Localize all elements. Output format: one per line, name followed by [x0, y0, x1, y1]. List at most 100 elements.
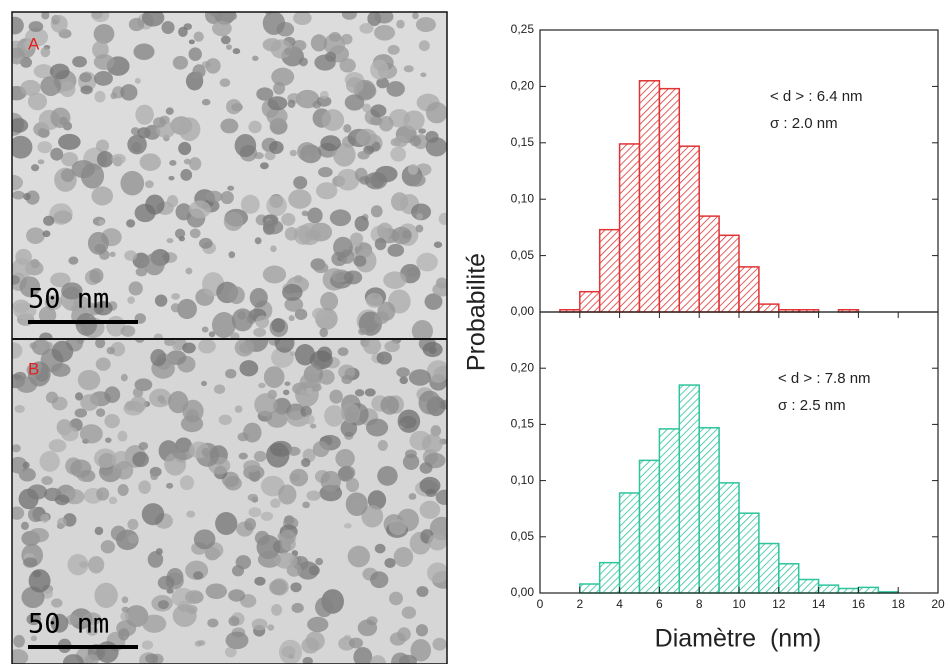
bar — [658, 428, 681, 594]
particle — [93, 300, 113, 316]
image-label: B — [28, 359, 39, 378]
particle — [354, 215, 369, 232]
particle — [197, 640, 206, 646]
particle — [154, 294, 168, 307]
bar — [638, 80, 661, 313]
particle — [129, 395, 147, 412]
particle — [282, 284, 303, 301]
particle — [93, 448, 117, 469]
particle — [95, 357, 111, 371]
particle — [50, 147, 64, 161]
particle — [84, 654, 99, 664]
particle — [298, 57, 308, 67]
particle — [169, 159, 177, 166]
particle — [374, 543, 386, 554]
particle — [26, 363, 42, 376]
particle — [293, 12, 312, 26]
particle — [188, 200, 211, 219]
particle — [144, 252, 165, 276]
particle — [418, 390, 441, 415]
particle — [87, 556, 105, 574]
particle — [223, 211, 244, 231]
particle — [271, 603, 283, 616]
particle — [174, 228, 186, 239]
particle — [94, 582, 118, 608]
particle — [132, 387, 144, 398]
particle — [94, 71, 113, 86]
bar — [718, 482, 740, 594]
particle — [424, 293, 443, 310]
particle — [205, 190, 223, 203]
bar — [598, 228, 621, 313]
particle — [269, 579, 287, 595]
y-tick-label: 0,25 — [511, 22, 535, 36]
particle — [370, 104, 387, 118]
particle — [80, 85, 93, 95]
bar — [618, 492, 641, 594]
particle — [419, 476, 441, 495]
particle — [165, 107, 174, 115]
particle — [105, 437, 112, 443]
particle — [227, 185, 235, 191]
particle — [74, 392, 83, 401]
particle — [406, 267, 420, 277]
x-tick-label: 2 — [576, 597, 583, 611]
particle — [12, 275, 20, 285]
particle — [12, 47, 25, 65]
particle — [288, 315, 295, 322]
particle — [232, 48, 241, 55]
particle — [425, 101, 447, 124]
particle — [94, 526, 104, 536]
particle — [61, 426, 79, 442]
particle — [243, 422, 262, 443]
particle — [127, 518, 139, 530]
particle — [180, 169, 193, 181]
bar — [698, 427, 720, 594]
particle — [287, 99, 296, 108]
particle — [293, 176, 308, 190]
particle — [335, 449, 355, 468]
particle — [12, 258, 33, 279]
particle — [411, 203, 432, 221]
bar — [758, 303, 780, 313]
y-tick-label: 0,05 — [511, 248, 535, 262]
particle — [139, 153, 162, 171]
particle — [22, 41, 34, 51]
particle — [142, 614, 167, 633]
particle — [106, 346, 115, 355]
particle — [271, 67, 295, 86]
bar — [698, 215, 720, 313]
particle — [166, 588, 174, 594]
particle — [12, 174, 24, 191]
particle — [149, 388, 172, 408]
particle — [267, 624, 275, 631]
particle — [432, 637, 447, 651]
particle — [111, 153, 126, 165]
particle — [399, 376, 408, 385]
particle — [128, 534, 139, 544]
particle — [297, 142, 317, 162]
bar — [797, 578, 820, 594]
bar — [778, 563, 800, 594]
particle — [51, 598, 63, 608]
particle — [251, 618, 268, 631]
particle — [44, 341, 53, 350]
particle — [12, 649, 29, 664]
particle — [319, 327, 329, 338]
particle — [256, 87, 274, 101]
particle — [193, 529, 216, 550]
particle — [23, 192, 31, 201]
particle — [289, 468, 309, 487]
particle — [365, 293, 383, 308]
y-tick-label: 0,20 — [511, 360, 535, 374]
particle — [120, 170, 145, 196]
particle — [172, 604, 197, 627]
bar — [579, 290, 601, 313]
particle — [270, 498, 281, 509]
particle — [376, 77, 389, 89]
particle — [120, 84, 138, 101]
bar — [758, 542, 780, 594]
particle — [428, 533, 447, 551]
particle — [192, 64, 206, 79]
particle — [186, 510, 196, 518]
